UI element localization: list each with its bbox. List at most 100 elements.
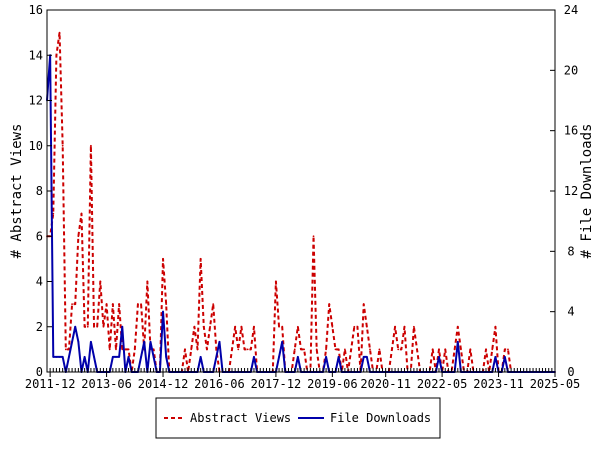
data-point-file-downloads-80 (296, 356, 299, 358)
data-point-abstract-views-93 (337, 348, 340, 351)
data-point-abstract-views-2 (52, 212, 55, 215)
data-point-abstract-views-89 (325, 348, 327, 351)
y-tick-label: 8 (36, 184, 43, 198)
data-point-abstract-views-127 (444, 348, 447, 351)
legend-label-file-downloads: File Downloads (330, 411, 431, 425)
data-point-file-downloads-21 (111, 356, 114, 358)
y2-tick-label: 20 (564, 63, 578, 77)
data-point-file-downloads-3 (55, 356, 58, 358)
data-point-abstract-views-114 (403, 325, 406, 328)
data-point-file-downloads-93 (337, 356, 340, 358)
y-axis-left: 0 2 4 6 8 10 12 14 16 (29, 3, 52, 379)
data-point-abstract-views-140 (485, 348, 487, 351)
x-tick-label: 2025-05 (530, 377, 581, 391)
data-point-file-downloads-23 (118, 356, 121, 358)
series-line-abstract-views (47, 31, 555, 373)
data-point-abstract-views-101 (362, 303, 365, 306)
data-point-file-downloads-38 (165, 356, 168, 358)
data-point-abstract-views-146 (503, 348, 506, 351)
data-point-abstract-views-14 (90, 144, 92, 147)
legend-label-abstract-views: Abstract Views (190, 411, 291, 425)
data-point-file-downloads-74 (278, 356, 280, 358)
data-point-abstract-views-102 (365, 325, 368, 328)
data-point-abstract-views-86 (315, 348, 318, 351)
data-point-abstract-views-13 (86, 325, 89, 328)
data-point-abstract-views-110 (391, 348, 393, 351)
data-point-abstract-views-3 (55, 54, 58, 57)
data-point-abstract-views-4 (58, 31, 61, 34)
data-point-abstract-views-10 (77, 235, 80, 238)
data-point-file-downloads-66 (253, 356, 255, 358)
y2-tick-label: 12 (564, 184, 578, 198)
data-point-abstract-views-131 (456, 325, 459, 328)
data-point-file-downloads-26 (127, 356, 130, 358)
data-point-abstract-views-49 (199, 257, 202, 260)
x-tick-label: 2022-05 (417, 377, 468, 391)
data-point-abstract-views-59 (231, 348, 233, 351)
data-point-abstract-views-18 (102, 325, 105, 328)
data-point-abstract-views-132 (460, 348, 462, 351)
data-point-abstract-views-6 (64, 348, 67, 351)
data-point-file-downloads-9 (74, 325, 77, 328)
data-point-abstract-views-79 (293, 348, 296, 351)
y-tick-label: 4 (36, 275, 43, 289)
data-point-abstract-views-47 (193, 325, 196, 328)
data-point-file-downloads-5 (61, 356, 64, 358)
data-point-abstract-views-66 (253, 325, 255, 328)
data-point-abstract-views-65 (249, 348, 252, 351)
data-point-file-downloads-49 (199, 356, 202, 358)
data-point-abstract-views-30 (140, 303, 142, 306)
data-point-file-downloads-101 (362, 356, 365, 358)
data-point-file-downloads-33 (149, 340, 152, 343)
legend: Abstract Views File Downloads (155, 397, 441, 439)
y2-tick-label: 8 (567, 244, 574, 258)
data-point-abstract-views-19 (105, 303, 108, 306)
data-point-file-downloads-143 (494, 356, 497, 358)
y-tick-label: 14 (29, 48, 43, 62)
plot-area (46, 9, 556, 373)
data-point-abstract-views-92 (334, 348, 337, 351)
data-point-file-downloads-102 (365, 356, 368, 358)
data-point-abstract-views-97 (350, 348, 353, 351)
data-point-abstract-views-26 (127, 348, 130, 351)
data-point-abstract-views-8 (71, 303, 73, 306)
data-point-abstract-views-118 (416, 348, 418, 351)
data-point-abstract-views-12 (83, 325, 86, 328)
data-point-file-downloads-15 (93, 356, 95, 358)
y-tick-label: 10 (29, 139, 43, 153)
x-tick-label: 2017-12 (251, 377, 302, 391)
x-axis: 2011-12 2013-06 2014-12 2016-06 2017-12 2019-… (25, 368, 580, 391)
data-point-abstract-views-75 (281, 325, 284, 328)
data-point-abstract-views-123 (431, 348, 434, 351)
data-point-abstract-views-130 (453, 348, 456, 351)
data-point-abstract-views-11 (80, 212, 83, 215)
data-point-file-downloads-31 (143, 340, 146, 343)
data-point-file-downloads-89 (325, 356, 327, 358)
data-point-abstract-views-54 (215, 348, 218, 351)
data-point-abstract-views-111 (394, 325, 396, 328)
x-tick-label: 2014-12 (138, 377, 189, 391)
data-point-abstract-views-50 (202, 325, 205, 328)
data-point-abstract-views-80 (296, 325, 299, 328)
data-point-abstract-views-51 (206, 348, 208, 351)
y-axis-right: 0 4 8 12 16 20 24 (550, 3, 578, 379)
data-point-abstract-views-143 (494, 325, 497, 328)
data-point-file-downloads-30 (140, 356, 142, 358)
data-point-file-downloads-7 (68, 356, 70, 358)
data-point-abstract-views-95 (344, 348, 346, 351)
y-tick-label: 6 (36, 229, 43, 243)
data-point-file-downloads-55 (218, 340, 221, 343)
data-point-file-downloads-34 (152, 356, 155, 358)
data-point-abstract-views-53 (212, 303, 215, 306)
data-point-abstract-views-82 (303, 348, 306, 351)
data-point-abstract-views-98 (353, 325, 356, 328)
data-point-abstract-views-106 (378, 348, 381, 351)
data-point-abstract-views-7 (68, 348, 70, 351)
data-point-abstract-views-17 (99, 280, 102, 283)
data-point-abstract-views-52 (209, 325, 211, 328)
y2-tick-label: 24 (564, 3, 578, 17)
data-point-abstract-views-112 (397, 348, 400, 351)
data-point-abstract-views-147 (507, 348, 509, 351)
y2-tick-label: 4 (567, 305, 574, 319)
